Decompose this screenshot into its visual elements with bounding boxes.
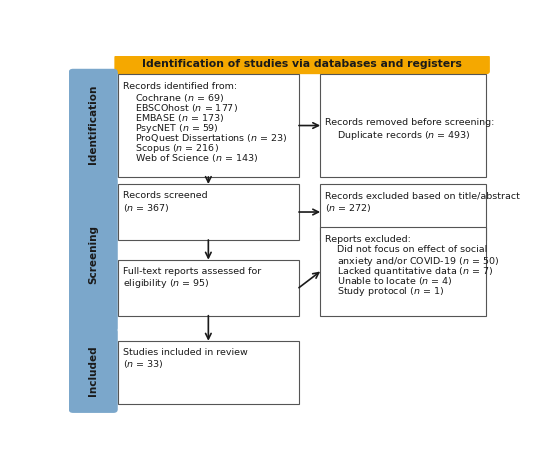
Text: ProQuest Dissertations ($n$ = 23): ProQuest Dissertations ($n$ = 23) <box>123 132 288 144</box>
Text: Lacked quantitative data ($n$ = 7): Lacked quantitative data ($n$ = 7) <box>326 265 494 278</box>
Text: Records removed before screening:: Records removed before screening: <box>326 118 495 127</box>
Text: Cochrane ($n$ = 69): Cochrane ($n$ = 69) <box>123 92 224 103</box>
Text: Scopus ($n$ = 216): Scopus ($n$ = 216) <box>123 142 219 155</box>
Text: Full-text reports assessed for: Full-text reports assessed for <box>123 267 261 276</box>
FancyBboxPatch shape <box>114 55 490 74</box>
Text: Studies included in review: Studies included in review <box>123 348 248 357</box>
Text: eligibility ($n$ = 95): eligibility ($n$ = 95) <box>123 277 210 290</box>
FancyBboxPatch shape <box>118 341 299 404</box>
Text: ($n$ = 367): ($n$ = 367) <box>123 202 169 213</box>
Text: PsycNET ($n$ = 59): PsycNET ($n$ = 59) <box>123 122 219 135</box>
Text: EBSCOhost ($n$ = 177): EBSCOhost ($n$ = 177) <box>123 102 238 114</box>
FancyBboxPatch shape <box>118 184 299 240</box>
Text: Reports excluded:: Reports excluded: <box>326 234 411 244</box>
FancyBboxPatch shape <box>69 69 118 181</box>
Text: Records identified from:: Records identified from: <box>123 81 237 90</box>
Text: Records screened: Records screened <box>123 191 207 200</box>
Text: Screening: Screening <box>88 225 98 284</box>
Text: Identification of studies via databases and registers: Identification of studies via databases … <box>142 59 462 69</box>
FancyBboxPatch shape <box>118 260 299 315</box>
Text: Included: Included <box>88 345 98 396</box>
FancyBboxPatch shape <box>69 328 118 413</box>
Text: Records excluded based on title/abstract: Records excluded based on title/abstract <box>326 191 520 200</box>
FancyBboxPatch shape <box>320 74 486 177</box>
FancyBboxPatch shape <box>320 184 486 240</box>
Text: ($n$ = 272): ($n$ = 272) <box>326 202 372 213</box>
FancyBboxPatch shape <box>320 227 486 315</box>
Text: EMBASE ($n$ = 173): EMBASE ($n$ = 173) <box>123 112 224 124</box>
Text: anxiety and/or COVID-19 ($n$ = 50): anxiety and/or COVID-19 ($n$ = 50) <box>326 255 499 268</box>
Text: Duplicate records ($n$ = 493): Duplicate records ($n$ = 493) <box>326 129 471 141</box>
FancyBboxPatch shape <box>69 177 118 332</box>
FancyBboxPatch shape <box>118 74 299 177</box>
Text: Identification: Identification <box>88 85 98 164</box>
Text: Unable to locate ($n$ = 4): Unable to locate ($n$ = 4) <box>326 275 453 287</box>
Text: ($n$ = 33): ($n$ = 33) <box>123 358 163 370</box>
Text: Web of Science ($n$ = 143): Web of Science ($n$ = 143) <box>123 152 258 164</box>
Text: Study protocol ($n$ = 1): Study protocol ($n$ = 1) <box>326 285 444 298</box>
Text: Did not focus on effect of social: Did not focus on effect of social <box>326 245 488 254</box>
